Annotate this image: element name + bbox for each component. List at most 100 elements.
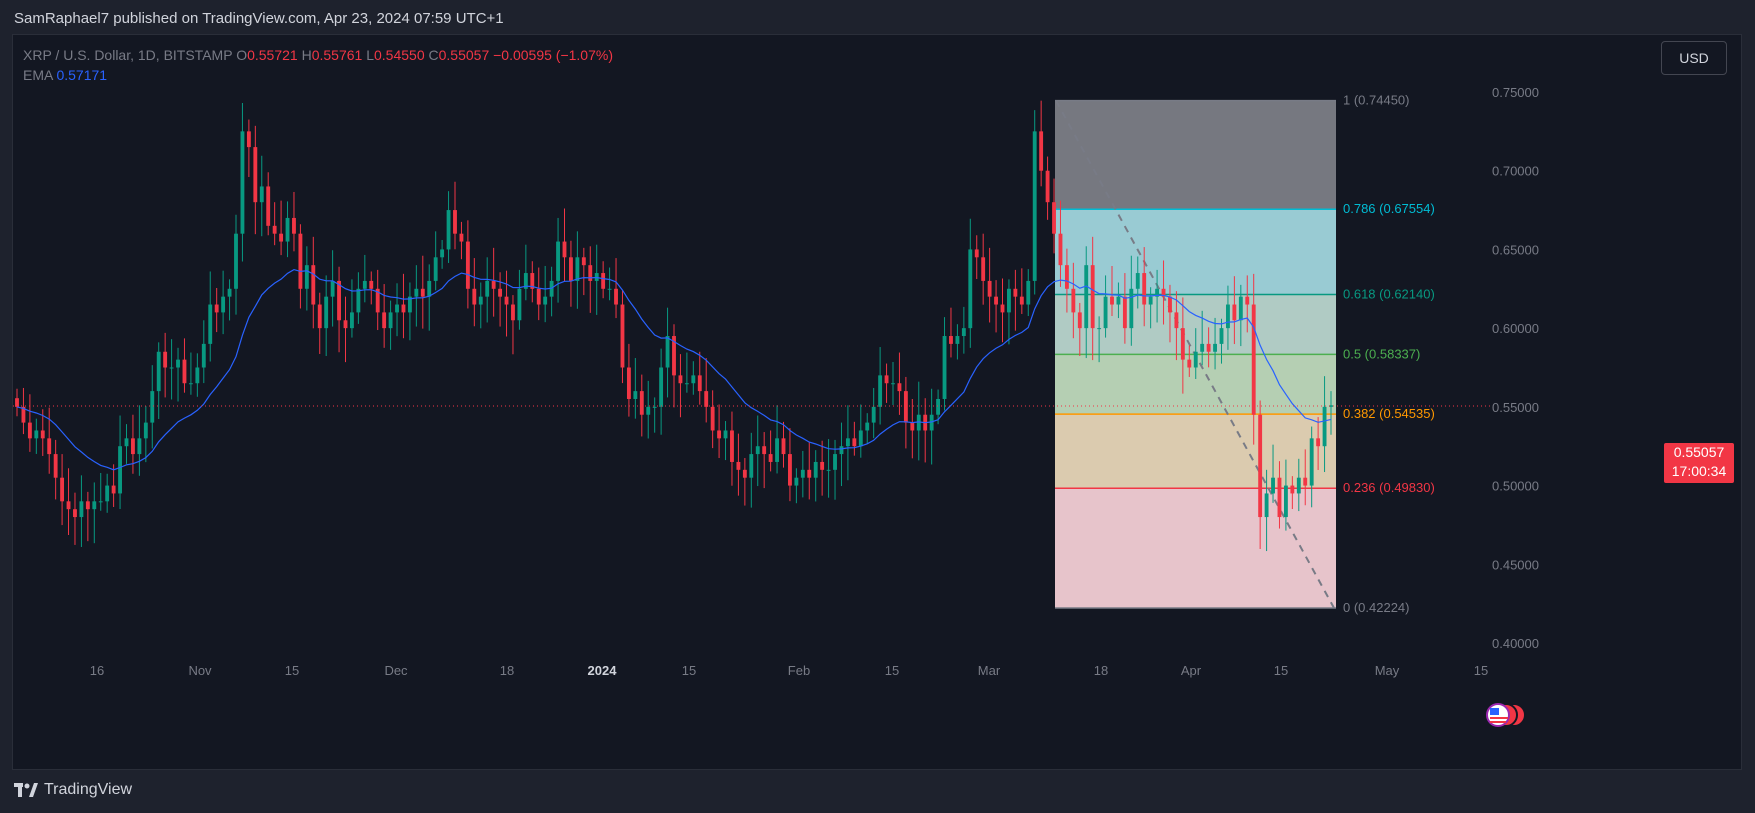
candle-body[interactable]	[60, 477, 65, 502]
price-chart[interactable]: 1 (0.74450) 0.786 (0.67554) 0.618 (0.62140…	[13, 35, 1741, 769]
candle-body[interactable]	[382, 312, 387, 329]
candle-body[interactable]	[15, 398, 19, 407]
candle-body[interactable]	[53, 454, 58, 478]
candle-body[interactable]	[330, 280, 335, 297]
candle-body[interactable]	[1148, 296, 1153, 305]
candle-body[interactable]	[356, 288, 361, 313]
candle-body[interactable]	[794, 477, 799, 486]
candle-body[interactable]	[446, 210, 451, 250]
candle-body[interactable]	[639, 391, 644, 415]
candle-body[interactable]	[311, 265, 316, 305]
candle-body[interactable]	[929, 414, 934, 431]
candle-body[interactable]	[1110, 296, 1114, 305]
candle-body[interactable]	[163, 351, 168, 368]
us-flag-event-icon[interactable]	[1481, 701, 1535, 729]
candle-body[interactable]	[1077, 312, 1082, 329]
candle-body[interactable]	[272, 225, 277, 234]
candle-body[interactable]	[1264, 493, 1269, 518]
ema-row[interactable]: EMA 0.57171	[23, 65, 613, 85]
candle-body[interactable]	[1097, 328, 1102, 330]
candle-body[interactable]	[1238, 296, 1243, 321]
candle-body[interactable]	[1303, 477, 1308, 486]
candle-body[interactable]	[903, 391, 908, 423]
candle-body[interactable]	[730, 430, 734, 462]
symbol-name[interactable]: XRP / U.S. Dollar, 1D, BITSTAMP	[23, 47, 233, 63]
candle-body[interactable]	[27, 422, 32, 439]
candle-body[interactable]	[788, 454, 792, 486]
candle-body[interactable]	[1045, 170, 1050, 203]
candle-body[interactable]	[491, 280, 496, 289]
candle-body[interactable]	[845, 438, 850, 447]
candle-body[interactable]	[884, 375, 889, 384]
candle-body[interactable]	[188, 383, 193, 385]
candle-body[interactable]	[182, 359, 187, 384]
candle-body[interactable]	[807, 469, 812, 478]
candle-body[interactable]	[395, 304, 399, 313]
candle-body[interactable]	[974, 249, 979, 258]
candle-body[interactable]	[1290, 485, 1295, 494]
candle-body[interactable]	[1174, 312, 1179, 329]
candle-body[interactable]	[427, 280, 432, 297]
candle-body[interactable]	[858, 430, 863, 447]
candle-body[interactable]	[626, 367, 631, 399]
candle-body[interactable]	[414, 288, 419, 297]
candle-body[interactable]	[1180, 328, 1185, 360]
candle-body[interactable]	[98, 501, 103, 503]
candle-body[interactable]	[118, 446, 122, 494]
candle-body[interactable]	[704, 391, 709, 407]
candle-body[interactable]	[575, 257, 580, 281]
candle-body[interactable]	[1142, 273, 1147, 305]
candle-body[interactable]	[1251, 304, 1256, 415]
candle-body[interactable]	[1161, 288, 1166, 297]
candle-body[interactable]	[588, 265, 593, 281]
candle-body[interactable]	[453, 210, 457, 234]
candle-body[interactable]	[581, 257, 586, 266]
candle-body[interactable]	[723, 430, 728, 439]
candle-body[interactable]	[543, 296, 548, 305]
candle-body[interactable]	[1000, 304, 1005, 313]
candle-body[interactable]	[601, 273, 606, 289]
candle-body[interactable]	[865, 422, 870, 431]
candle-body[interactable]	[459, 233, 464, 242]
candle-body[interactable]	[736, 461, 741, 470]
candle-body[interactable]	[369, 280, 374, 289]
candle-body[interactable]	[214, 304, 219, 313]
candle-body[interactable]	[401, 304, 406, 313]
candle-body[interactable]	[1116, 296, 1121, 305]
candle-body[interactable]	[665, 336, 670, 368]
candle-body[interactable]	[292, 217, 296, 234]
candle-body[interactable]	[1052, 202, 1056, 234]
candle-body[interactable]	[317, 304, 322, 329]
candle-body[interactable]	[1206, 343, 1211, 352]
candle-body[interactable]	[1032, 131, 1037, 281]
candle-body[interactable]	[131, 438, 135, 455]
candle-body[interactable]	[755, 446, 760, 455]
candle-body[interactable]	[800, 469, 805, 478]
candle-body[interactable]	[1200, 343, 1205, 352]
candle-body[interactable]	[826, 469, 831, 471]
candle-body[interactable]	[1283, 485, 1288, 518]
candle-body[interactable]	[1245, 296, 1250, 305]
candle-body[interactable]	[478, 296, 483, 305]
candle-body[interactable]	[1329, 405, 1333, 407]
candle-body[interactable]	[1007, 288, 1011, 313]
candle-body[interactable]	[221, 296, 226, 313]
candle-body[interactable]	[1155, 288, 1160, 297]
candle-body[interactable]	[1019, 296, 1024, 305]
candle-body[interactable]	[871, 406, 876, 423]
candle-body[interactable]	[1277, 477, 1282, 518]
candle-body[interactable]	[652, 406, 657, 408]
candle-body[interactable]	[304, 265, 309, 289]
candle-body[interactable]	[246, 131, 251, 148]
candle-body[interactable]	[942, 336, 947, 399]
candle-body[interactable]	[936, 398, 941, 415]
candle-body[interactable]	[504, 296, 509, 305]
candle-body[interactable]	[678, 375, 683, 384]
candle-body[interactable]	[298, 233, 303, 289]
candle-body[interactable]	[646, 406, 651, 415]
candle-body[interactable]	[208, 304, 213, 344]
candle-body[interactable]	[569, 257, 573, 281]
candle-body[interactable]	[343, 320, 348, 329]
candle-body[interactable]	[897, 383, 902, 392]
candle-body[interactable]	[562, 241, 567, 258]
